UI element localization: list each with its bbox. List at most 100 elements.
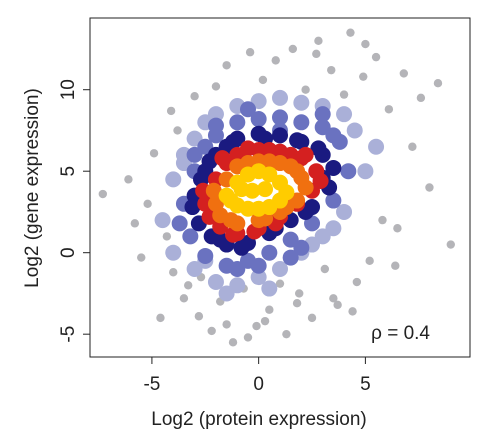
point: [233, 239, 250, 256]
point: [297, 146, 314, 163]
point: [446, 240, 455, 249]
y-tick-label: 10: [58, 79, 79, 100]
x-tick-label: -5: [143, 374, 160, 395]
point: [325, 192, 342, 209]
point: [222, 320, 231, 329]
point: [252, 321, 261, 331]
point: [194, 312, 204, 321]
annotation: ρ = 0.4: [371, 323, 430, 344]
point: [225, 133, 242, 150]
point: [130, 219, 140, 228]
point: [399, 69, 409, 78]
x-axis-label: Log2 (protein expression): [151, 409, 366, 430]
point: [282, 158, 299, 175]
point: [149, 149, 159, 158]
point: [250, 269, 267, 286]
point: [211, 82, 221, 91]
point: [272, 109, 288, 126]
point: [229, 260, 246, 277]
point: [359, 72, 368, 81]
point: [289, 132, 306, 149]
point: [368, 138, 385, 155]
y-tick-label: 0: [58, 247, 79, 258]
point: [339, 90, 349, 99]
point: [143, 199, 152, 208]
point: [361, 39, 370, 49]
point: [314, 36, 323, 46]
point: [310, 140, 327, 157]
point: [260, 316, 270, 326]
point: [271, 56, 280, 65]
point: [162, 232, 172, 241]
point: [293, 114, 310, 131]
point: [416, 93, 426, 103]
point: [184, 199, 201, 216]
point: [272, 89, 288, 106]
point: [169, 268, 178, 277]
point: [391, 261, 400, 270]
point: [207, 117, 224, 134]
point: [98, 189, 108, 199]
point: [295, 289, 304, 298]
point: [222, 212, 239, 229]
point: [340, 163, 357, 180]
point: [333, 300, 342, 310]
point: [165, 244, 182, 261]
y-axis-label: Log2 (gene expression): [22, 88, 43, 288]
point: [214, 150, 231, 167]
point: [222, 192, 239, 209]
point: [261, 244, 278, 261]
point: [325, 220, 342, 237]
point: [329, 294, 338, 303]
point: [201, 153, 218, 170]
y-tick-label: 5: [58, 166, 79, 177]
point: [173, 126, 182, 135]
point: [325, 127, 342, 144]
point: [258, 75, 268, 85]
point: [312, 49, 321, 59]
point: [228, 338, 238, 347]
point: [229, 114, 246, 131]
point: [154, 212, 171, 229]
point: [365, 256, 374, 266]
point: [293, 169, 310, 186]
x-tick-label: 0: [253, 374, 264, 395]
point: [212, 231, 229, 248]
point: [282, 249, 299, 266]
point: [433, 78, 443, 88]
point: [320, 264, 330, 274]
point: [292, 299, 302, 308]
point: [165, 171, 182, 188]
point: [190, 92, 199, 101]
point: [207, 326, 216, 336]
point: [207, 106, 224, 123]
point: [312, 172, 329, 189]
point: [393, 224, 402, 233]
point: [179, 294, 189, 303]
point: [257, 181, 274, 198]
point: [124, 175, 133, 184]
point: [156, 313, 165, 323]
point: [352, 277, 362, 287]
point: [408, 142, 417, 151]
point: [261, 142, 278, 159]
point: [301, 85, 310, 94]
point: [371, 52, 381, 62]
point: [239, 140, 256, 157]
point: [233, 181, 250, 198]
point: [378, 215, 387, 225]
point: [357, 163, 374, 180]
point: [327, 65, 336, 75]
point: [346, 122, 363, 139]
point: [250, 257, 267, 274]
point: [348, 307, 357, 316]
point: [325, 159, 342, 176]
x-tick-label: 5: [360, 374, 371, 395]
point: [275, 279, 285, 288]
point: [218, 285, 235, 302]
point: [222, 61, 231, 70]
point: [245, 48, 255, 57]
y-tick-label: -5: [58, 326, 79, 343]
point: [250, 111, 267, 128]
